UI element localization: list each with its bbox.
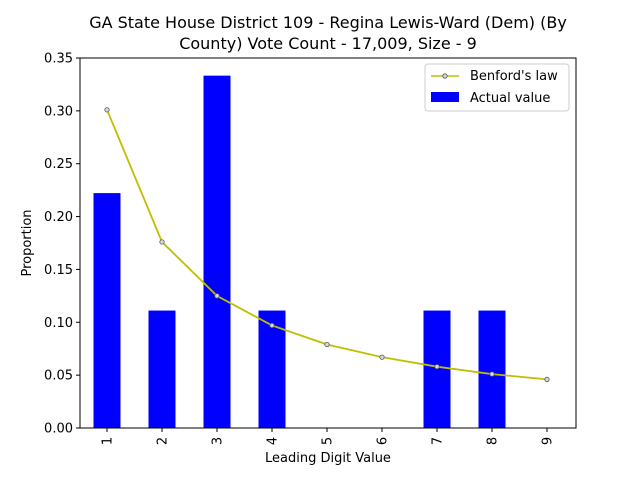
y-tick-label: 0.00	[44, 422, 73, 437]
benford-point-2	[159, 239, 165, 245]
benford-point-5	[324, 341, 330, 348]
benford-point-6	[379, 354, 385, 360]
legend-label-benford: Benford's law	[470, 69, 558, 84]
chart-title-line2: County) Vote Count - 17,009, Size - 9	[179, 34, 477, 53]
benford-line-layer	[104, 107, 550, 382]
bar-digit-2	[148, 310, 176, 428]
y-tick-label: 0.20	[44, 210, 73, 225]
chart-title-line1: GA State House District 109 - Regina Lew…	[89, 13, 567, 32]
benford-point-9	[544, 376, 550, 382]
legend-bar-swatch	[431, 92, 459, 102]
x-tick-label: 8	[486, 437, 501, 445]
x-tick-label: 5	[321, 437, 336, 445]
y-tick-label: 0.30	[44, 104, 73, 119]
y-tick-label: 0.05	[44, 369, 73, 384]
legend-box	[424, 63, 570, 112]
y-tick-label: 0.15	[44, 263, 73, 278]
y-tick-label: 0.10	[44, 316, 73, 331]
x-tick-label: 6	[376, 437, 391, 445]
x-tick-label: 3	[211, 437, 226, 445]
benford-point-8	[489, 371, 495, 377]
benford-point-7	[434, 364, 440, 370]
x-tick-label: 2	[156, 437, 171, 445]
bar-digit-1	[93, 193, 121, 428]
benford-point-1	[104, 107, 110, 113]
y-axis: 0.00 0.05 0.10 0.15 0.20 0.25 0.30 0.35	[44, 52, 80, 437]
x-tick-label: 4	[266, 437, 281, 445]
bar-digit-3	[203, 75, 231, 428]
bar-digit-4	[258, 310, 286, 428]
x-tick-label: 9	[541, 437, 556, 445]
bars-layer	[93, 75, 506, 428]
legend-label-actual: Actual value	[470, 91, 550, 106]
benford-point-4	[269, 322, 275, 329]
x-axis-label: Leading Digit Value	[265, 451, 391, 466]
y-axis-label: Proportion	[20, 209, 35, 276]
bar-digit-8	[478, 310, 506, 428]
plot-frame	[79, 57, 577, 429]
x-axis: 1 2 3 4 5 6 7 8 9	[101, 428, 556, 445]
benford-point-3	[214, 293, 220, 299]
x-tick-label: 7	[431, 437, 446, 445]
y-tick-label: 0.25	[44, 157, 73, 172]
legend: Benford's law Actual value	[424, 63, 570, 112]
legend-line-marker	[442, 73, 448, 79]
x-tick-label: 1	[101, 437, 116, 445]
y-tick-label: 0.35	[44, 52, 73, 67]
